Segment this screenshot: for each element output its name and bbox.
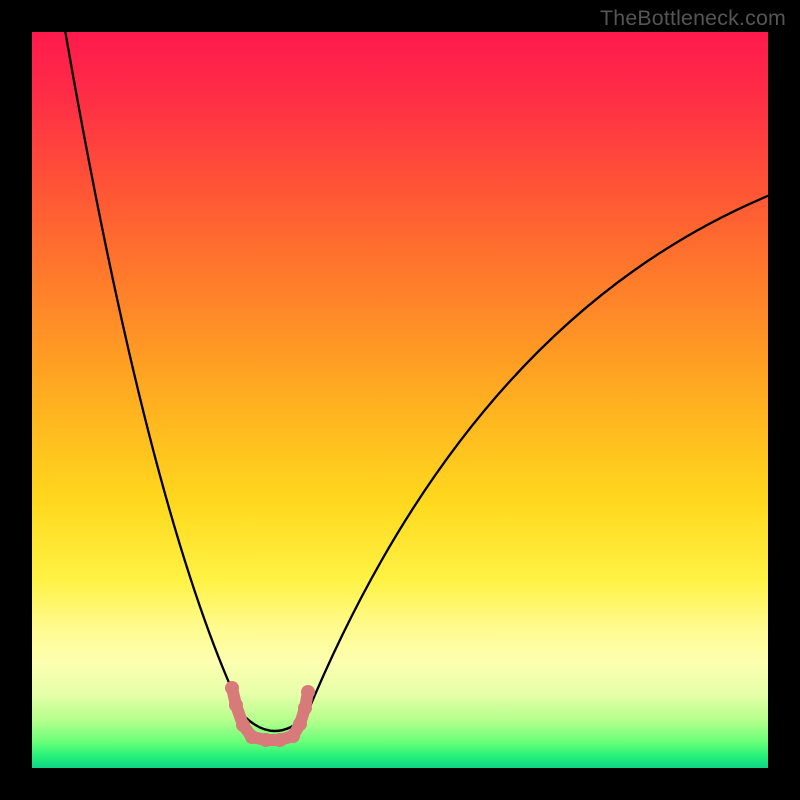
marker-dot (301, 685, 315, 699)
chart-plot-area (32, 32, 768, 768)
marker-dot (273, 733, 287, 747)
marker-dot (286, 729, 300, 743)
watermark-label: TheBottleneck.com (600, 6, 786, 31)
chart-stage: TheBottleneck.com (0, 0, 800, 800)
marker-dot (245, 730, 259, 744)
marker-dot (293, 717, 307, 731)
marker-dot (259, 733, 273, 747)
chart-svg (0, 0, 800, 800)
marker-dot (298, 701, 312, 715)
marker-dot (229, 698, 243, 712)
marker-dot (236, 718, 250, 732)
marker-dot (225, 681, 239, 695)
